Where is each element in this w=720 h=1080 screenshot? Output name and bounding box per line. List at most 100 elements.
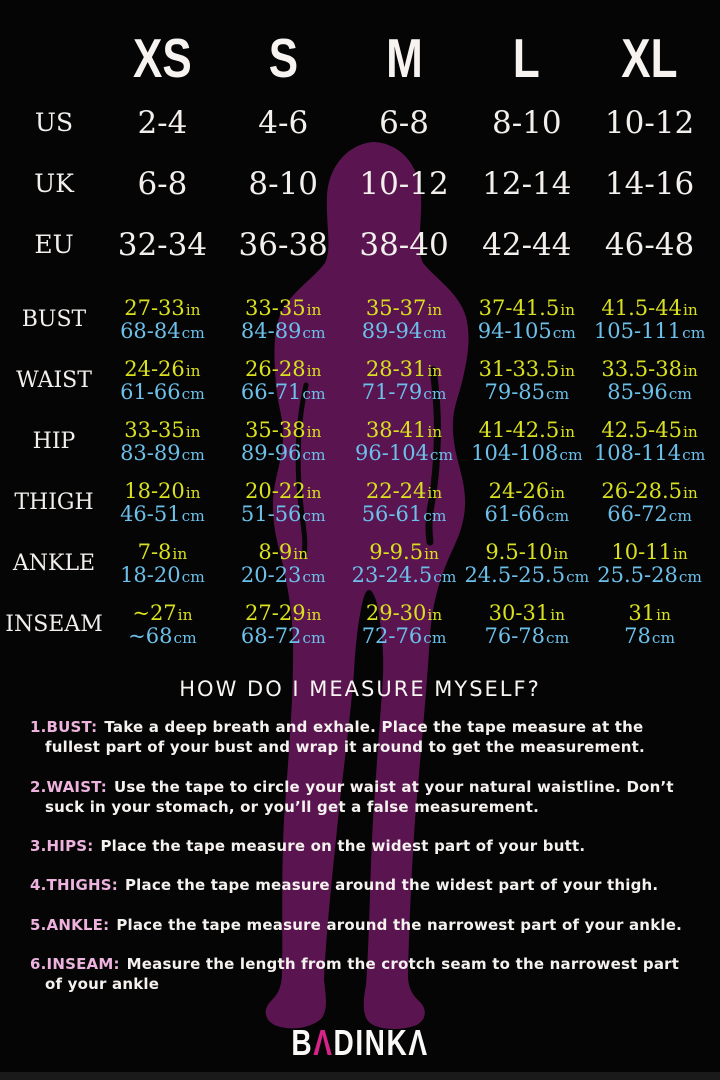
inches-value: 33-35in (245, 295, 322, 320)
inches-value: 41.5-44in (601, 295, 698, 320)
unit-label: in (306, 422, 322, 441)
inches-value: 41-42.5in (478, 417, 575, 442)
cm-value: 108-114cm (593, 440, 706, 465)
conversion-cell: 6-8 (379, 104, 429, 141)
conversion-cell: 12-14 (482, 165, 572, 202)
inches-value: 24-26in (124, 356, 201, 381)
unit-label: cm (181, 506, 205, 525)
unit-label: cm (546, 628, 570, 647)
unit-label: in (424, 544, 439, 563)
cm-value: 51-56cm (240, 501, 326, 526)
unit-label: cm (181, 567, 205, 586)
conversion-cell: 32-34 (117, 226, 208, 263)
measurement-cell: 26-28in 66-71cm (223, 350, 344, 411)
conversion-cell: 2-4 (137, 104, 188, 141)
inches-value: 27-29in (245, 600, 322, 625)
conversion-cell: 10-12 (359, 165, 449, 202)
step-label: 1.BUST: (30, 718, 98, 736)
conversion-cell: 38-40 (359, 226, 449, 263)
unit-label: in (306, 300, 322, 319)
measurement-cell: 42.5-45in 108-114cm (589, 411, 710, 472)
measurement-cell: 20-22in 51-56cm (223, 472, 344, 533)
unit-label: cm (429, 445, 454, 464)
unit-label: in (293, 544, 309, 563)
row-label-waist: WAIST (16, 368, 92, 393)
inches-value: 42.5-45in (601, 417, 698, 442)
row-label-inseam: INSEAM (5, 612, 103, 637)
unit-label: cm (302, 445, 326, 464)
unit-label: in (172, 544, 188, 563)
unit-label: in (427, 361, 443, 380)
step-label: 6.INSEAM: (30, 954, 120, 973)
unit-label: in (427, 483, 443, 502)
inches-value: 37-41.5in (478, 295, 575, 320)
cm-value: 105-111cm (593, 318, 706, 343)
inches-value: 8-9in (258, 539, 309, 564)
unit-label: in (682, 422, 698, 441)
inches-value: 18-20in (124, 478, 201, 503)
cm-value: 46-51cm (120, 501, 205, 526)
cm-value: ~68cm (128, 623, 197, 648)
cm-value: 104-108cm (471, 440, 583, 465)
row-label-uk: UK (34, 169, 74, 198)
size-header-xl: XL (621, 27, 678, 89)
cm-value: 89-94cm (361, 318, 447, 343)
inches-value: 33.5-38in (601, 356, 698, 381)
cm-value: 83-89cm (120, 440, 205, 465)
size-table: XS S M L XL US 2-4 4-6 6-8 8-10 10-12 UK… (5, 27, 710, 648)
size-header-xs: XS (133, 27, 192, 89)
cm-value: 84-89cm (240, 318, 326, 343)
cm-value: 89-96cm (240, 440, 326, 465)
unit-label: in (185, 483, 201, 502)
inches-value: 33-35in (124, 417, 201, 442)
step-label: 3.HIPS: (30, 837, 94, 855)
unit-label: cm (423, 323, 447, 342)
cm-value: 72-76cm (361, 623, 447, 648)
unit-label: in (427, 300, 443, 319)
unit-label: in (306, 483, 322, 502)
unit-label: cm (433, 567, 457, 586)
cm-value: 61-66cm (120, 379, 205, 404)
unit-label: in (672, 544, 688, 563)
step-label: 2.WAIST: (30, 777, 108, 796)
unit-label: in (185, 422, 201, 441)
measurement-cell: 24-26in 61-66cm (464, 472, 589, 533)
measurement-cell: 26-28.5in 66-72cm (589, 472, 710, 533)
unit-label: in (656, 605, 671, 624)
unit-label: cm (651, 628, 676, 647)
row-label-hip: HIP (32, 429, 76, 454)
cm-value: 96-104cm (355, 440, 454, 465)
unit-label: cm (181, 445, 205, 464)
step-text: Measure the length from the crotch seam … (45, 954, 680, 993)
conversion-cell: 4-6 (258, 104, 309, 141)
unit-label: cm (302, 567, 326, 586)
inches-value: 30-31in (488, 600, 565, 625)
step-text: Place the tape measure around the narrow… (116, 915, 682, 934)
size-header-m: M (385, 27, 423, 89)
unit-label: cm (566, 567, 590, 586)
inches-value: 28-31in (365, 356, 443, 381)
step-text: Place the tape measure around the widest… (124, 876, 659, 895)
unit-label: cm (181, 384, 205, 403)
measurement-cell: 35-37in 89-94cm (344, 289, 465, 350)
cm-value: 18-20cm (120, 562, 205, 587)
measurement-cell: 9-9.5in 23-24.5cm (344, 533, 465, 594)
badinka-logo: BΛDINKΛ (79, 1022, 641, 1064)
unit-label: cm (552, 323, 576, 342)
unit-label: in (553, 544, 569, 563)
step-text: Place the tape measure on the widest par… (100, 837, 586, 855)
unit-label: in (306, 605, 322, 624)
row-label-bust: BUST (21, 307, 87, 332)
unit-label: cm (423, 628, 447, 647)
measurement-cell: 18-20in 46-51cm (102, 472, 223, 533)
step-text: Take a deep breath and exhale. Place the… (45, 718, 645, 757)
unit-label: in (560, 300, 575, 319)
inches-value: 26-28.5in (601, 478, 698, 503)
unit-label: in (427, 422, 443, 441)
unit-label: in (682, 483, 698, 502)
inches-value: 31-33.5in (478, 356, 575, 381)
unit-label: in (427, 605, 443, 624)
inches-value: 27-33in (124, 295, 201, 320)
